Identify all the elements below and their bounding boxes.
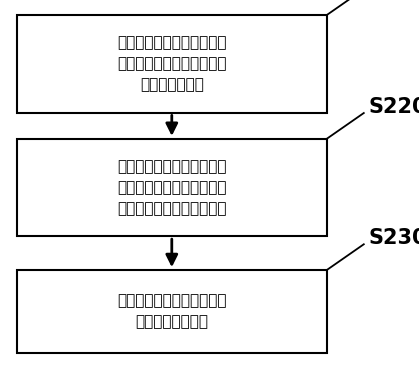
Text: S220: S220	[369, 97, 419, 117]
Text: S230: S230	[369, 228, 419, 248]
Text: 在一个更新周期内，重新计
算且更新比较电平: 在一个更新周期内，重新计 算且更新比较电平	[117, 293, 227, 329]
Bar	[17, 15, 327, 112]
Bar	[17, 139, 327, 236]
Text: 将显示行的周期数倍设为更
新周期，检测滤波信号上负
脉冲的最小谷值: 将显示行的周期数倍设为更 新周期，检测滤波信号上负 脉冲的最小谷值	[117, 35, 227, 92]
Text: 将最小谷值加上迟滞窗口大
小，计算得滤波信号上针对
更新周期内信号的比较电平: 将最小谷值加上迟滞窗口大 小，计算得滤波信号上针对 更新周期内信号的比较电平	[117, 159, 227, 216]
Bar	[17, 270, 327, 352]
